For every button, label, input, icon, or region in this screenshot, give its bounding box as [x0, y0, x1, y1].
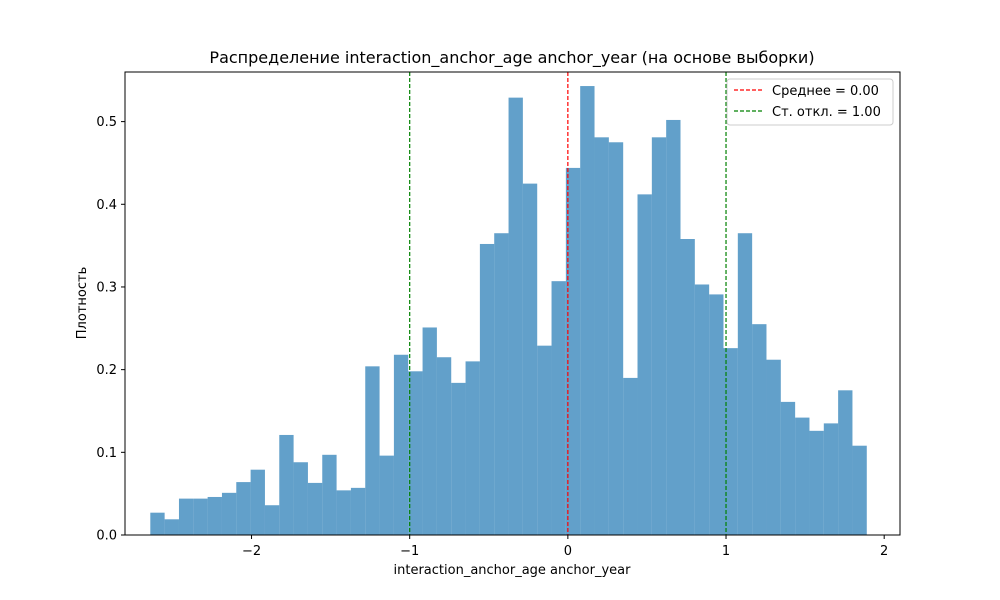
histogram-bar — [537, 345, 552, 535]
y-tick-label: 0.4 — [96, 198, 117, 213]
histogram-bar — [651, 137, 667, 535]
legend-std-label: Ст. откл. = 1.00 — [772, 105, 881, 120]
x-tick-label: −2 — [242, 544, 261, 559]
histogram-bar — [737, 233, 753, 536]
histogram-bar — [780, 401, 796, 535]
histogram-bar — [852, 445, 867, 535]
histogram-bar — [150, 512, 165, 535]
chart-title: Распределение interaction_anchor_age anc… — [209, 48, 814, 68]
histogram-bar — [508, 97, 523, 535]
histogram-bar — [408, 371, 423, 535]
histogram-bar — [393, 354, 409, 535]
histogram-bar — [723, 348, 738, 535]
histogram-bar — [350, 487, 366, 535]
histogram-bar — [293, 462, 308, 535]
x-axis-label: interaction_anchor_age anchor_year — [394, 563, 632, 578]
histogram-bar — [365, 366, 380, 535]
histogram-bar — [465, 361, 480, 535]
x-tick-label: 2 — [880, 544, 888, 559]
histogram-bar — [322, 454, 337, 535]
x-axis-ticks: −2 −1 0 1 2 — [242, 535, 888, 559]
histogram-bar — [823, 423, 839, 535]
histogram-bar — [236, 482, 251, 535]
histogram-bar — [264, 505, 280, 535]
histogram-bar — [680, 239, 695, 535]
histogram-bar — [694, 284, 710, 535]
histogram-bar — [379, 455, 394, 535]
histogram-bar — [250, 469, 265, 535]
histogram-bar — [422, 327, 437, 535]
histogram-bar — [479, 243, 495, 535]
x-tick-label: −1 — [400, 544, 419, 559]
histogram-bar — [221, 492, 237, 535]
histogram-bar — [193, 498, 208, 535]
x-tick-label: 1 — [722, 544, 730, 559]
histogram-bar — [580, 86, 595, 535]
histogram-bar — [178, 498, 194, 535]
y-tick-label: 0.5 — [96, 115, 117, 130]
y-tick-label: 0.0 — [96, 529, 117, 544]
histogram-bar — [164, 519, 179, 535]
histogram-bar — [307, 482, 323, 535]
histogram-bar — [522, 183, 538, 535]
histogram-bar — [608, 142, 624, 535]
histogram-bar — [279, 434, 294, 535]
legend: Среднее = 0.00 Ст. откл. = 1.00 — [726, 78, 894, 126]
legend-box — [726, 78, 894, 126]
histogram-bar — [666, 119, 681, 535]
y-axis-ticks: 0.0 0.1 0.2 0.3 0.4 0.5 — [96, 115, 125, 544]
histogram-bar — [795, 417, 810, 535]
y-tick-label: 0.3 — [96, 280, 117, 295]
histogram-bar — [565, 167, 581, 535]
histogram-bars — [150, 86, 867, 536]
histogram-bar — [623, 377, 638, 535]
histogram-bar — [752, 324, 767, 535]
histogram-bar — [709, 294, 724, 535]
x-tick-label: 0 — [564, 544, 572, 559]
histogram-bar — [451, 382, 466, 535]
histogram-bar — [436, 357, 452, 535]
histogram-bar — [207, 496, 222, 535]
y-tick-label: 0.2 — [96, 363, 117, 378]
legend-mean-label: Среднее = 0.00 — [772, 84, 879, 99]
axes-frame — [124, 71, 901, 536]
histogram-bar — [637, 194, 652, 535]
histogram-bar — [494, 233, 509, 536]
histogram-bar — [766, 359, 781, 535]
y-tick-label: 0.1 — [96, 446, 117, 461]
histogram-bar — [838, 390, 853, 535]
histogram-bar — [551, 281, 566, 535]
reference-lines — [409, 72, 727, 535]
histogram-bar — [594, 137, 609, 535]
y-axis-label: Плотность — [75, 267, 90, 339]
histogram-bar — [336, 490, 351, 535]
histogram-bar — [809, 430, 824, 535]
